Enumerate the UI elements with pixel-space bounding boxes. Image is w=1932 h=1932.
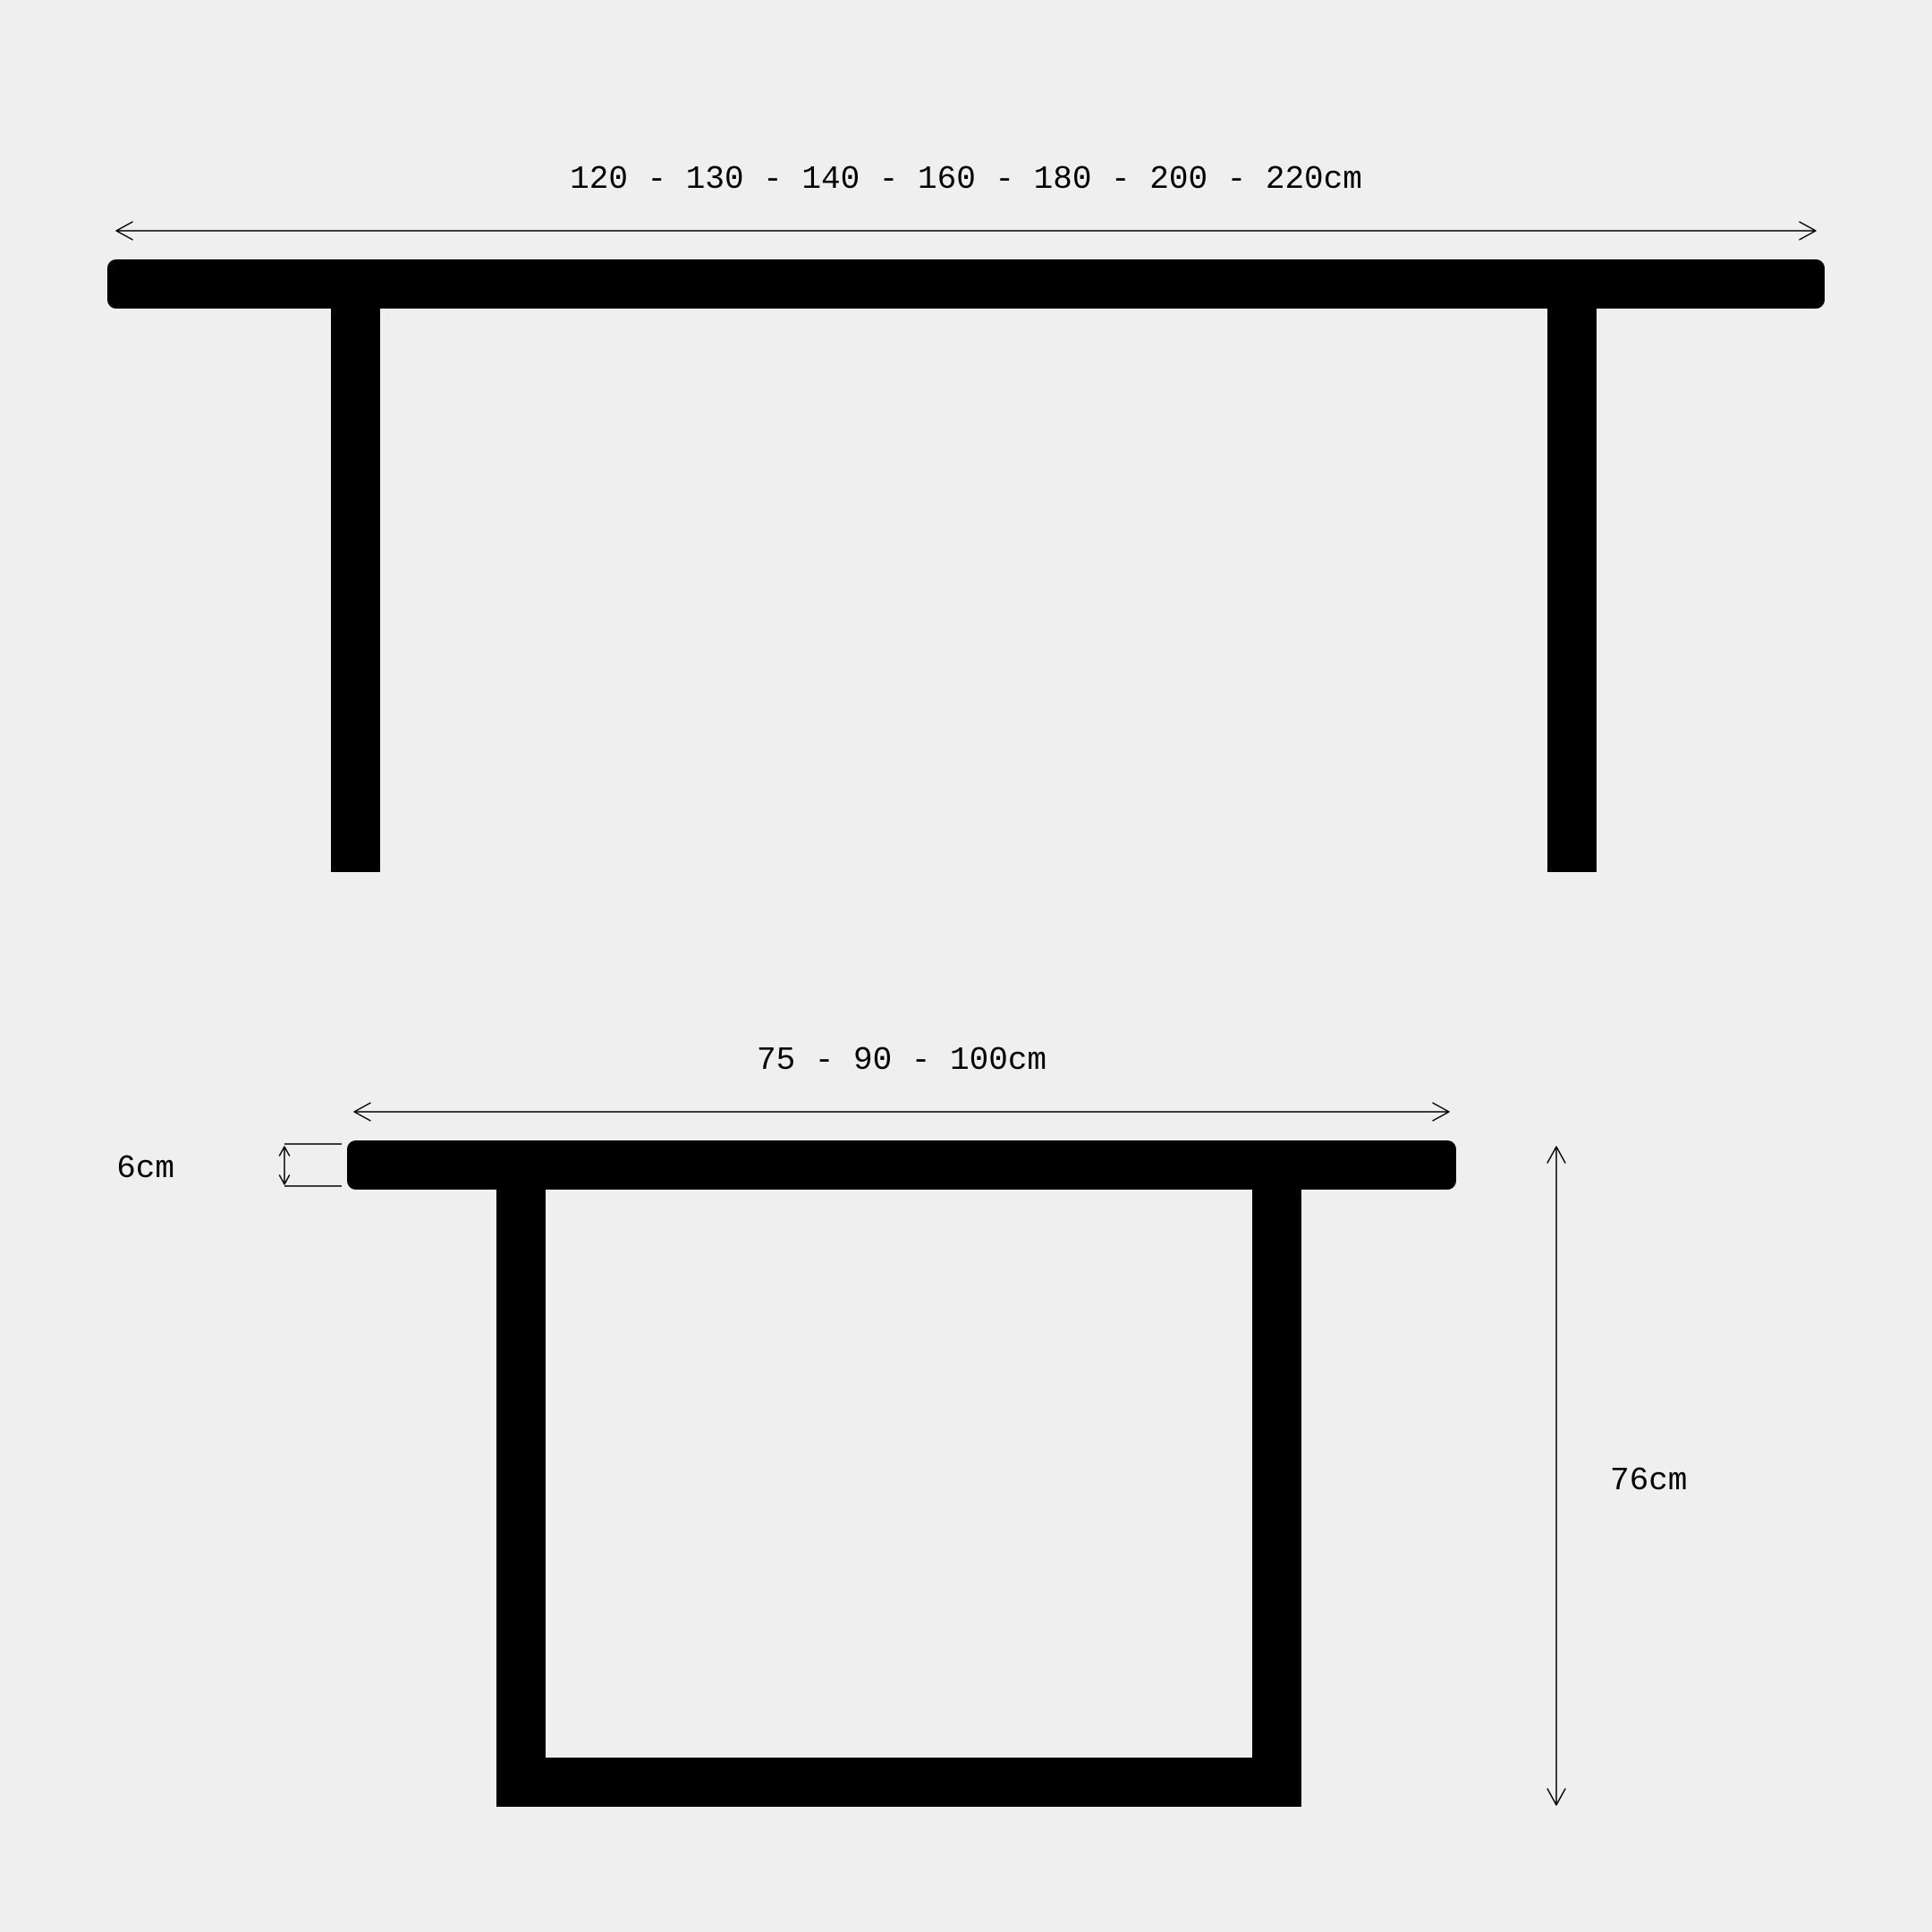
front-length-label: 120 - 130 - 140 - 160 - 180 - 200 - 220c… (570, 161, 1362, 198)
side-thickness-label: 6cm (116, 1150, 174, 1187)
side-depth-label: 75 - 90 - 100cm (757, 1042, 1046, 1079)
dimension-diagram: 120 - 130 - 140 - 160 - 180 - 200 - 220c… (0, 0, 1932, 1932)
front-leg-right (1547, 309, 1597, 872)
front-leg-left (331, 309, 380, 872)
side-tabletop (347, 1140, 1456, 1190)
front-tabletop (107, 259, 1825, 309)
side-height-label: 76cm (1610, 1462, 1687, 1499)
